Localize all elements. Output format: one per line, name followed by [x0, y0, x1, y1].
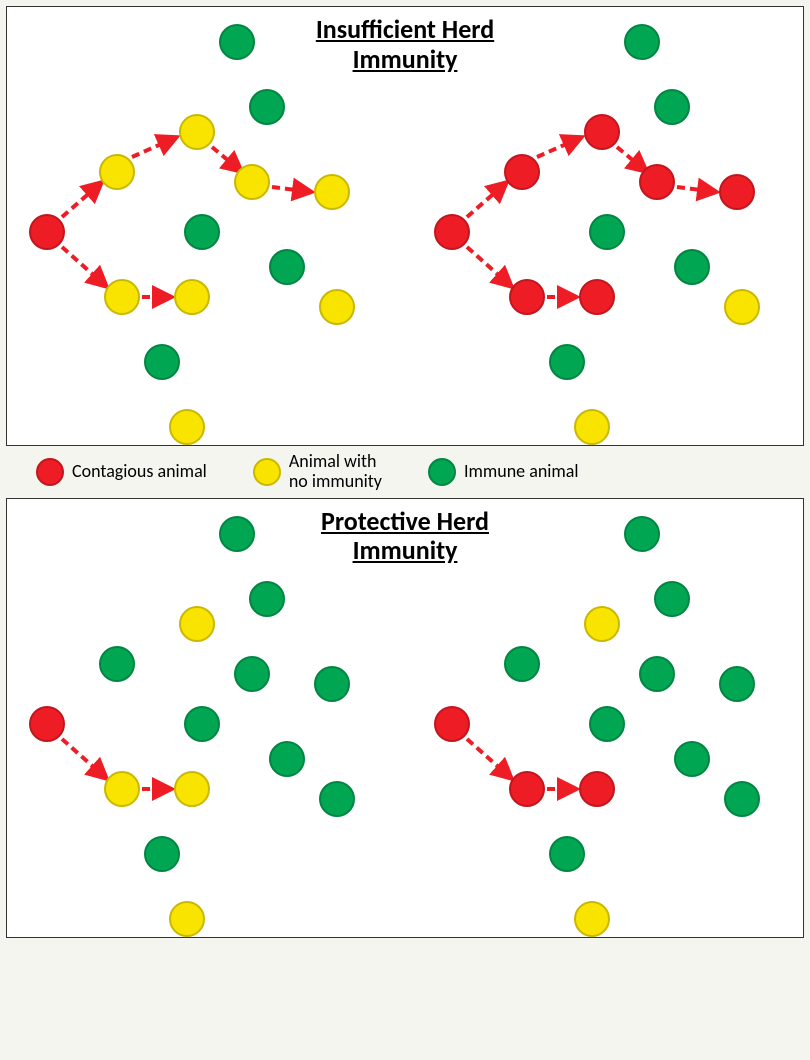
immune-dot	[145, 345, 179, 379]
immune-dot	[675, 742, 709, 776]
no_immunity-dot	[315, 175, 349, 209]
immune-dot	[220, 517, 254, 551]
contagious-dot	[585, 115, 619, 149]
immune-dot	[235, 657, 269, 691]
immune-dot	[640, 657, 674, 691]
legend-label: Contagious animal	[72, 462, 207, 482]
immune-dot	[655, 90, 689, 124]
contagious-dot	[435, 215, 469, 249]
transmission-arrow	[62, 247, 107, 287]
contagious-legend-icon	[36, 458, 64, 486]
contagious-dot	[30, 707, 64, 741]
contagious-dot	[505, 155, 539, 189]
immune-dot	[550, 837, 584, 871]
no_immunity-legend-icon	[253, 458, 281, 486]
legend-label: Animal with no immunity	[289, 452, 382, 492]
immune-dot	[720, 667, 754, 701]
immune-dot	[320, 782, 354, 816]
immune-dot	[625, 25, 659, 59]
immune-dot	[250, 90, 284, 124]
immune-dot	[145, 837, 179, 871]
contagious-dot	[435, 707, 469, 741]
transmission-arrow	[617, 147, 647, 172]
contagious-dot	[30, 215, 64, 249]
transmission-arrow	[537, 137, 582, 157]
immune-dot	[315, 667, 349, 701]
no_immunity-dot	[175, 280, 209, 314]
legend: Contagious animal Animal with no immunity…	[6, 452, 804, 492]
immune-dot	[185, 707, 219, 741]
immune-dot	[725, 782, 759, 816]
legend-label: Immune animal	[464, 462, 579, 482]
immune-dot	[590, 707, 624, 741]
immune-dot	[625, 517, 659, 551]
transmission-arrow	[62, 739, 107, 779]
immune-dot	[270, 742, 304, 776]
immune-dot	[100, 647, 134, 681]
legend-item-contagious: Contagious animal	[36, 458, 207, 486]
no_immunity-dot	[180, 115, 214, 149]
immune-dot	[220, 25, 254, 59]
no_immunity-dot	[105, 772, 139, 806]
transmission-arrow	[467, 182, 507, 217]
panel-title-bottom: Protective Herd Immunity	[321, 507, 489, 567]
legend-item-no_immunity: Animal with no immunity	[253, 452, 382, 492]
transmission-arrow	[467, 247, 512, 287]
no_immunity-dot	[170, 902, 204, 936]
legend-item-immune: Immune animal	[428, 458, 579, 486]
immune-dot	[675, 250, 709, 284]
contagious-dot	[640, 165, 674, 199]
immune-dot	[185, 215, 219, 249]
immune-dot	[550, 345, 584, 379]
no_immunity-dot	[575, 902, 609, 936]
no_immunity-dot	[320, 290, 354, 324]
immune-dot	[655, 582, 689, 616]
no_immunity-dot	[180, 607, 214, 641]
immune-dot	[270, 250, 304, 284]
contagious-dot	[510, 280, 544, 314]
contagious-dot	[720, 175, 754, 209]
transmission-arrow	[212, 147, 242, 172]
no_immunity-dot	[575, 410, 609, 444]
transmission-arrow	[677, 187, 717, 192]
immune-legend-icon	[428, 458, 456, 486]
contagious-dot	[580, 772, 614, 806]
immune-dot	[590, 215, 624, 249]
no_immunity-dot	[725, 290, 759, 324]
no_immunity-dot	[100, 155, 134, 189]
immune-dot	[505, 647, 539, 681]
no_immunity-dot	[170, 410, 204, 444]
contagious-dot	[510, 772, 544, 806]
no_immunity-dot	[175, 772, 209, 806]
transmission-arrow	[62, 182, 102, 217]
transmission-arrow	[467, 739, 512, 779]
insufficient-herd-immunity-panel: Insufficient Herd Immunity	[6, 6, 804, 446]
transmission-arrow	[132, 137, 177, 157]
transmission-arrow	[272, 187, 312, 192]
immune-dot	[250, 582, 284, 616]
panel-title-top: Insufficient Herd Immunity	[316, 15, 494, 75]
no_immunity-dot	[105, 280, 139, 314]
contagious-dot	[580, 280, 614, 314]
no_immunity-dot	[585, 607, 619, 641]
protective-herd-immunity-panel: Protective Herd Immunity	[6, 498, 804, 938]
no_immunity-dot	[235, 165, 269, 199]
